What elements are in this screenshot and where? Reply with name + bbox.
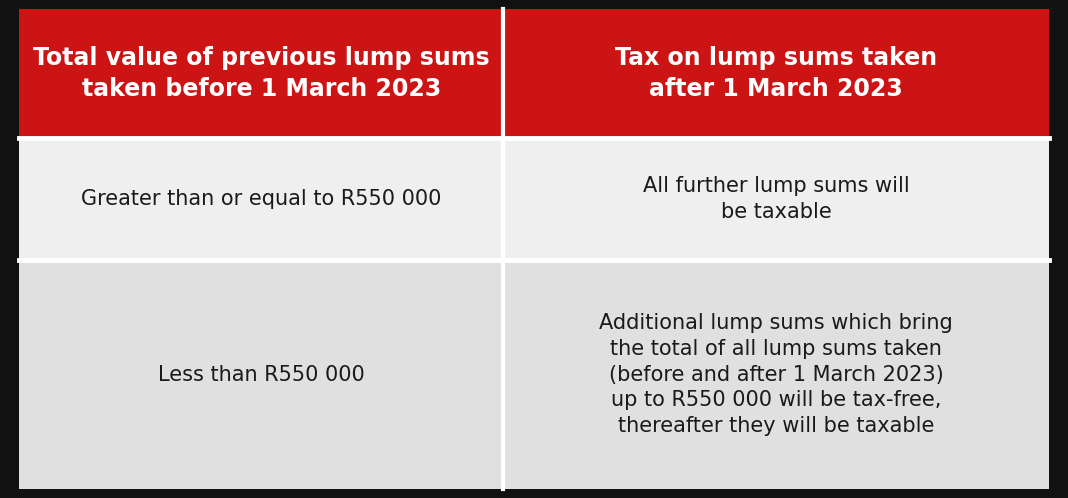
Text: Tax on lump sums taken
after 1 March 2023: Tax on lump sums taken after 1 March 202… [615, 46, 937, 101]
Text: Greater than or equal to R550 000: Greater than or equal to R550 000 [81, 189, 441, 209]
Bar [19, 9, 1049, 137]
Bar [19, 260, 1049, 489]
Text: Less than R550 000: Less than R550 000 [158, 365, 364, 384]
Text: Total value of previous lump sums
taken before 1 March 2023: Total value of previous lump sums taken … [33, 46, 489, 101]
Text: Additional lump sums which bring
the total of all lump sums taken
(before and af: Additional lump sums which bring the tot… [599, 313, 953, 436]
Bar [19, 137, 1049, 260]
Text: All further lump sums will
be taxable: All further lump sums will be taxable [643, 176, 909, 222]
